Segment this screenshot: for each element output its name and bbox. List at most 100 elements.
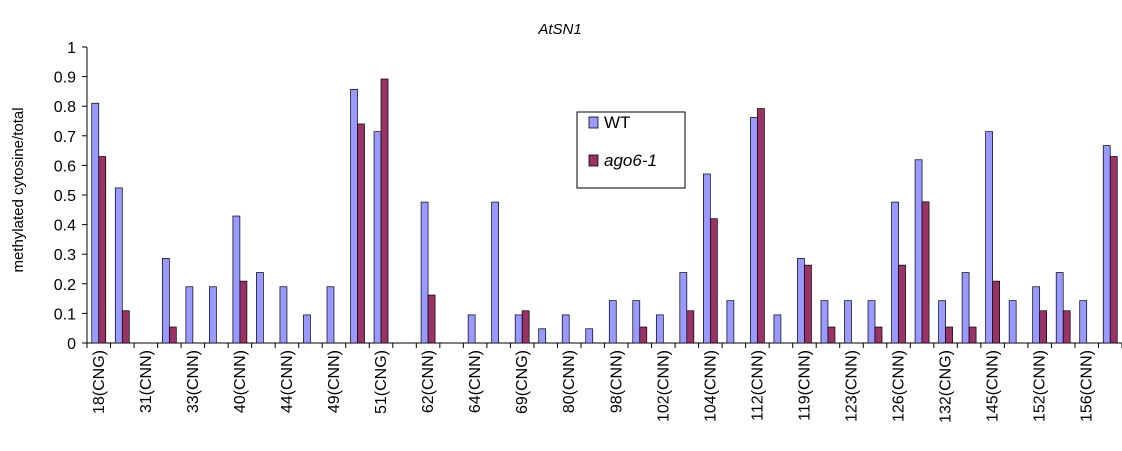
bar-ago6-1 <box>1109 156 1118 344</box>
x-category-label: 40(CNN) <box>232 350 249 413</box>
bar-ago6-1 <box>945 326 953 344</box>
x-category-label: 18(CNG) <box>91 350 108 414</box>
bar-wt <box>256 272 264 344</box>
bar-ago6-1 <box>898 264 906 344</box>
bar-ago6-1 <box>757 108 765 344</box>
y-tick-label: 0.9 <box>54 70 76 87</box>
chart-title: AtSN1 <box>537 21 581 38</box>
bar-wt <box>961 272 970 344</box>
bar-ago6-1 <box>686 310 695 344</box>
bar-wt <box>538 328 547 344</box>
bar-wt <box>820 300 829 344</box>
bar-wt <box>326 286 335 344</box>
y-tick-label: 1 <box>67 40 76 57</box>
x-category-label: 132(CNG) <box>938 350 955 423</box>
bar-ago6-1 <box>874 326 883 344</box>
x-category-label: 44(CNN) <box>279 350 296 413</box>
bar-wt <box>585 328 594 344</box>
bar-wt <box>773 314 782 344</box>
bar-wt <box>655 314 664 344</box>
x-category-label: 80(CNN) <box>561 350 578 413</box>
bar-wt <box>1079 300 1088 344</box>
bar-wt <box>114 187 123 344</box>
bar-wt <box>938 300 946 344</box>
bar-wt <box>1102 145 1111 344</box>
bar-wt <box>185 286 194 344</box>
bar-ago6-1 <box>968 326 977 344</box>
bar-ago6-1 <box>357 123 365 344</box>
bars-group <box>91 78 1118 344</box>
bar-wt <box>91 102 100 344</box>
bar-ago6-1 <box>1039 310 1048 344</box>
y-tick-label: 0 <box>67 336 76 353</box>
bar-wt <box>303 314 311 344</box>
bar-ago6-1 <box>239 280 248 344</box>
y-axis-label: methylated cytosine/total <box>10 107 27 272</box>
bar-ago6-1 <box>121 310 130 344</box>
x-category-label: 102(CNN) <box>655 350 672 422</box>
legend-label-ago6-1: ago6-1 <box>604 151 657 170</box>
bar-ago6-1 <box>827 326 836 344</box>
bar-ago6-1 <box>639 326 648 344</box>
x-category-label: 123(CNN) <box>843 350 860 422</box>
bar-ago6-1 <box>992 280 1000 344</box>
x-category-label: 49(CNN) <box>326 350 343 413</box>
bar-wt <box>467 314 476 344</box>
bar-ago6-1 <box>380 78 389 344</box>
x-category-label: 104(CNN) <box>702 350 719 422</box>
bar-wt <box>279 286 288 344</box>
x-category-label: 33(CNN) <box>185 350 202 413</box>
bar-wt <box>350 88 358 344</box>
bar-ago6-1 <box>1062 310 1071 344</box>
x-category-label: 51(CNG) <box>373 350 390 414</box>
bar-wt <box>514 314 523 344</box>
bar-ago6-1 <box>709 218 718 344</box>
legend-swatch-wt <box>588 116 599 129</box>
bar-ago6-1 <box>921 201 930 344</box>
x-category-label: 98(CNN) <box>608 350 625 413</box>
bar-wt <box>232 215 241 344</box>
bar-ago6-1 <box>804 264 812 344</box>
x-category-label: 156(CNN) <box>1079 350 1096 422</box>
bar-wt <box>797 257 805 344</box>
x-category-label: 145(CNN) <box>985 350 1002 422</box>
legend: WT ago6-1 <box>576 111 686 189</box>
y-tick-label: 0.8 <box>54 99 76 116</box>
y-tick-label: 0.1 <box>54 306 76 323</box>
bar-ago6-1 <box>521 310 530 344</box>
y-tick-label: 0.3 <box>54 247 76 264</box>
y-tick-label: 0.6 <box>54 158 76 175</box>
y-tick-label: 0.2 <box>54 277 76 294</box>
bar-wt <box>209 286 217 344</box>
x-category-label: 69(CNG) <box>514 350 531 414</box>
x-category-label: 62(CNN) <box>420 350 437 413</box>
y-tick-label: 0.4 <box>54 218 76 235</box>
x-category-label: 152(CNN) <box>1032 350 1049 422</box>
bar-wt <box>679 272 688 344</box>
bar-wt <box>161 257 170 344</box>
bar-wt <box>420 201 429 344</box>
bar-wt <box>1055 272 1064 344</box>
bar-ago6-1 <box>98 156 107 344</box>
bar-wt <box>491 201 499 344</box>
bar-wt <box>702 173 711 344</box>
bar-wt <box>373 131 382 344</box>
bar-ago6-1 <box>427 294 436 344</box>
x-axis <box>86 342 1122 348</box>
legend-label-wt: WT <box>604 113 630 132</box>
bar-wt <box>1032 286 1041 344</box>
bar-wt <box>844 300 852 344</box>
bar-wt <box>750 117 758 344</box>
bar-wt <box>985 131 993 344</box>
legend-swatch-ago6-1 <box>588 154 599 167</box>
bar-ago6-1 <box>168 326 177 344</box>
x-category-label: 64(CNN) <box>467 350 484 413</box>
bar-wt <box>914 159 923 344</box>
y-axis: 0 0.1 0.2 0.3 0.4 0.5 0.6 0.7 0.8 0.9 1 <box>54 40 88 353</box>
x-category-label: 31(CNN) <box>138 350 155 413</box>
bar-wt <box>608 300 617 344</box>
bar-wt <box>867 300 876 344</box>
bar-wt <box>561 314 570 344</box>
bar-wt <box>1008 300 1017 344</box>
